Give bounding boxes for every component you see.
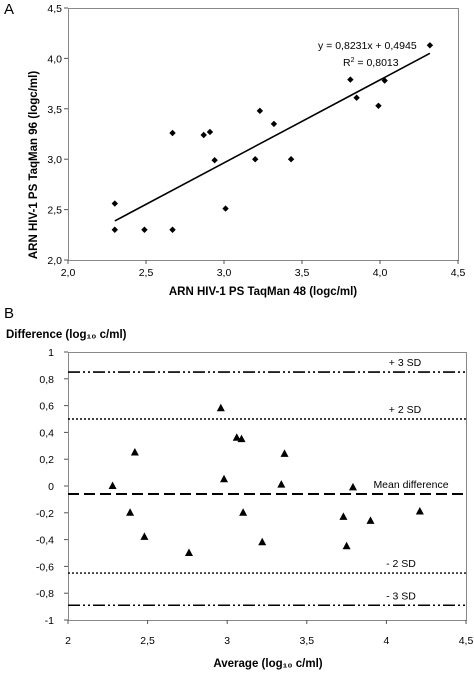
panel-a-data-point	[375, 102, 382, 109]
panel-a-x-tick-label: 4,5	[451, 267, 466, 279]
panel-a-data-point	[141, 226, 148, 233]
panel-b-data-point	[140, 532, 149, 540]
panel-a-data-point	[287, 156, 295, 163]
panel-a-plot-frame	[68, 8, 459, 261]
panel-a-data-point	[169, 129, 176, 137]
panel-b-data-point	[348, 482, 357, 491]
panel-b-letter: B	[4, 305, 14, 322]
panel-b-data-point	[277, 480, 286, 488]
panel-a-equation: y = 0,8231x + 0,4945	[318, 40, 417, 52]
panel-a-data-point	[211, 157, 218, 164]
panel-b-data-point	[232, 433, 241, 441]
panel-a-data-point	[111, 226, 118, 233]
panel-a-data-point	[252, 156, 259, 163]
panel-a-y-tick-label: 4,0	[47, 53, 62, 65]
panel-a-data-point	[222, 205, 229, 212]
panel-a-x-ticks: 2,0 2,5 3,0 3,5 4,0 4,5	[61, 260, 466, 279]
panel-b-x-tick-label: 4	[383, 635, 389, 647]
panel-b-data-point	[258, 537, 267, 546]
panel-a-points	[111, 42, 434, 233]
panel-b-data-point	[126, 508, 135, 516]
panel-b-reference-label: - 3 SD	[386, 590, 416, 602]
panel-a-x-axis-title: ARN HIV-1 PS TaqMan 48 (logc/ml)	[169, 286, 357, 298]
panel-a-letter: A	[4, 1, 14, 18]
panel-a-y-tick-label: 2,5	[47, 205, 62, 217]
panel-a-data-point	[270, 120, 278, 128]
panel-a-data-point	[347, 76, 354, 83]
panel-a-x-tick-label: 4,0	[373, 267, 388, 279]
panel-b: B Difference (log₁₀ c/ml) + 3 SD + 2 SD Me…	[4, 305, 473, 670]
panel-b-data-point	[415, 506, 424, 515]
panel-b-y-tick-label: 0,2	[39, 454, 54, 466]
panel-b-y-tick-label: 0,6	[39, 401, 54, 413]
panel-b-y-tick-label: -1	[45, 615, 54, 627]
panel-b-y-tick-label: -0,6	[36, 561, 54, 573]
panel-b-y-axis-title: Difference (log₁₀ c/ml)	[6, 329, 127, 341]
panel-a-data-point	[111, 200, 118, 207]
panel-b-y-tick-label: 0,4	[39, 427, 54, 439]
panel-b-data-point	[130, 448, 139, 456]
panel-a-x-tick-label: 3,0	[217, 267, 232, 279]
panel-b-data-point	[342, 541, 351, 550]
panel-b-x-tick-label: 3	[224, 635, 230, 647]
panel-b-data-point	[220, 474, 229, 483]
panel-b-reference-label: Mean difference	[373, 479, 448, 491]
panel-b-points	[108, 403, 424, 556]
panel-b-x-axis-title: Average (log₁₀ c/ml)	[213, 658, 322, 670]
panel-a-data-point	[206, 128, 214, 136]
panel-a-data-point	[256, 107, 264, 115]
panel-a-y-tick-label: 4,5	[47, 3, 62, 15]
panel-b-reference-label: - 2 SD	[386, 558, 416, 570]
panel-b-data-point	[280, 449, 289, 457]
panel-a-y-ticks: 2,0 2,5 3,0 3,5 4,0 4,5	[47, 3, 68, 267]
panel-a-y-axis-title: ARN HIV-1 PS TaqMan 96 (logc/ml)	[28, 71, 40, 259]
panel-b-x-ticks: 2 2,5 3 3,5 4 4,5	[65, 620, 473, 647]
panel-a-x-tick-label: 2,5	[139, 267, 154, 279]
panel-a-data-point	[426, 42, 434, 49]
panel-b-x-tick-label: 2	[65, 635, 71, 647]
panel-b-y-tick-label: 0,8	[39, 374, 54, 386]
panel-b-x-tick-label: 3,5	[299, 635, 314, 647]
panel-a-y-tick-label: 2,0	[47, 255, 62, 267]
panel-a-data-point	[169, 226, 176, 233]
panel-b-data-point	[237, 434, 246, 443]
panel-a-y-tick-label: 3,5	[47, 104, 62, 116]
panel-b-reference-label: + 3 SD	[389, 357, 422, 369]
panel-b-y-tick-label: 0	[48, 481, 54, 493]
panel-a: A 2,02,53,03,54,04,5 2,0 2,5 3,0 3,5 4,0 4,5 …	[4, 1, 465, 298]
panel-b-plot-frame	[68, 352, 467, 621]
panel-a-data-point	[200, 131, 207, 139]
panel-a-x-tick-label: 3,5	[295, 267, 310, 279]
panel-a-r-squared: R2 = 0,8013	[343, 57, 399, 69]
panel-b-y-tick-label: -0,2	[36, 508, 54, 520]
panel-b-reference-label: + 2 SD	[389, 404, 422, 416]
panel-b-y-tick-label: -0,4	[36, 535, 54, 547]
panel-b-x-tick-label: 2,5	[140, 635, 155, 647]
panel-b-y-tick-label: 1	[48, 347, 54, 359]
panel-a-data-point	[353, 94, 360, 101]
panel-b-x-tick-label: 4,5	[459, 635, 474, 647]
panel-b-reference-lines: + 3 SD + 2 SD Mean difference - 2 SD - 3 SD	[68, 357, 466, 607]
panel-b-data-point	[216, 403, 225, 412]
panel-b-y-ticks: 1 0,8 0,6 0,4 0,2 0 -0,2 -0,4 -0,6 -0,8 -1	[36, 347, 68, 627]
panel-a-y-tick-label: 3,0	[47, 154, 62, 166]
panel-b-data-point	[366, 516, 375, 524]
panel-b-data-point	[184, 548, 193, 556]
panel-a-x-tick-label: 2,0	[61, 267, 76, 279]
panel-b-data-point	[108, 481, 117, 489]
panel-b-data-point	[239, 508, 248, 516]
panel-b-data-point	[339, 512, 348, 520]
panel-a-data-point	[381, 77, 388, 84]
panel-a-trendline	[114, 52, 431, 222]
panel-b-y-tick-label: -0,8	[36, 588, 54, 600]
